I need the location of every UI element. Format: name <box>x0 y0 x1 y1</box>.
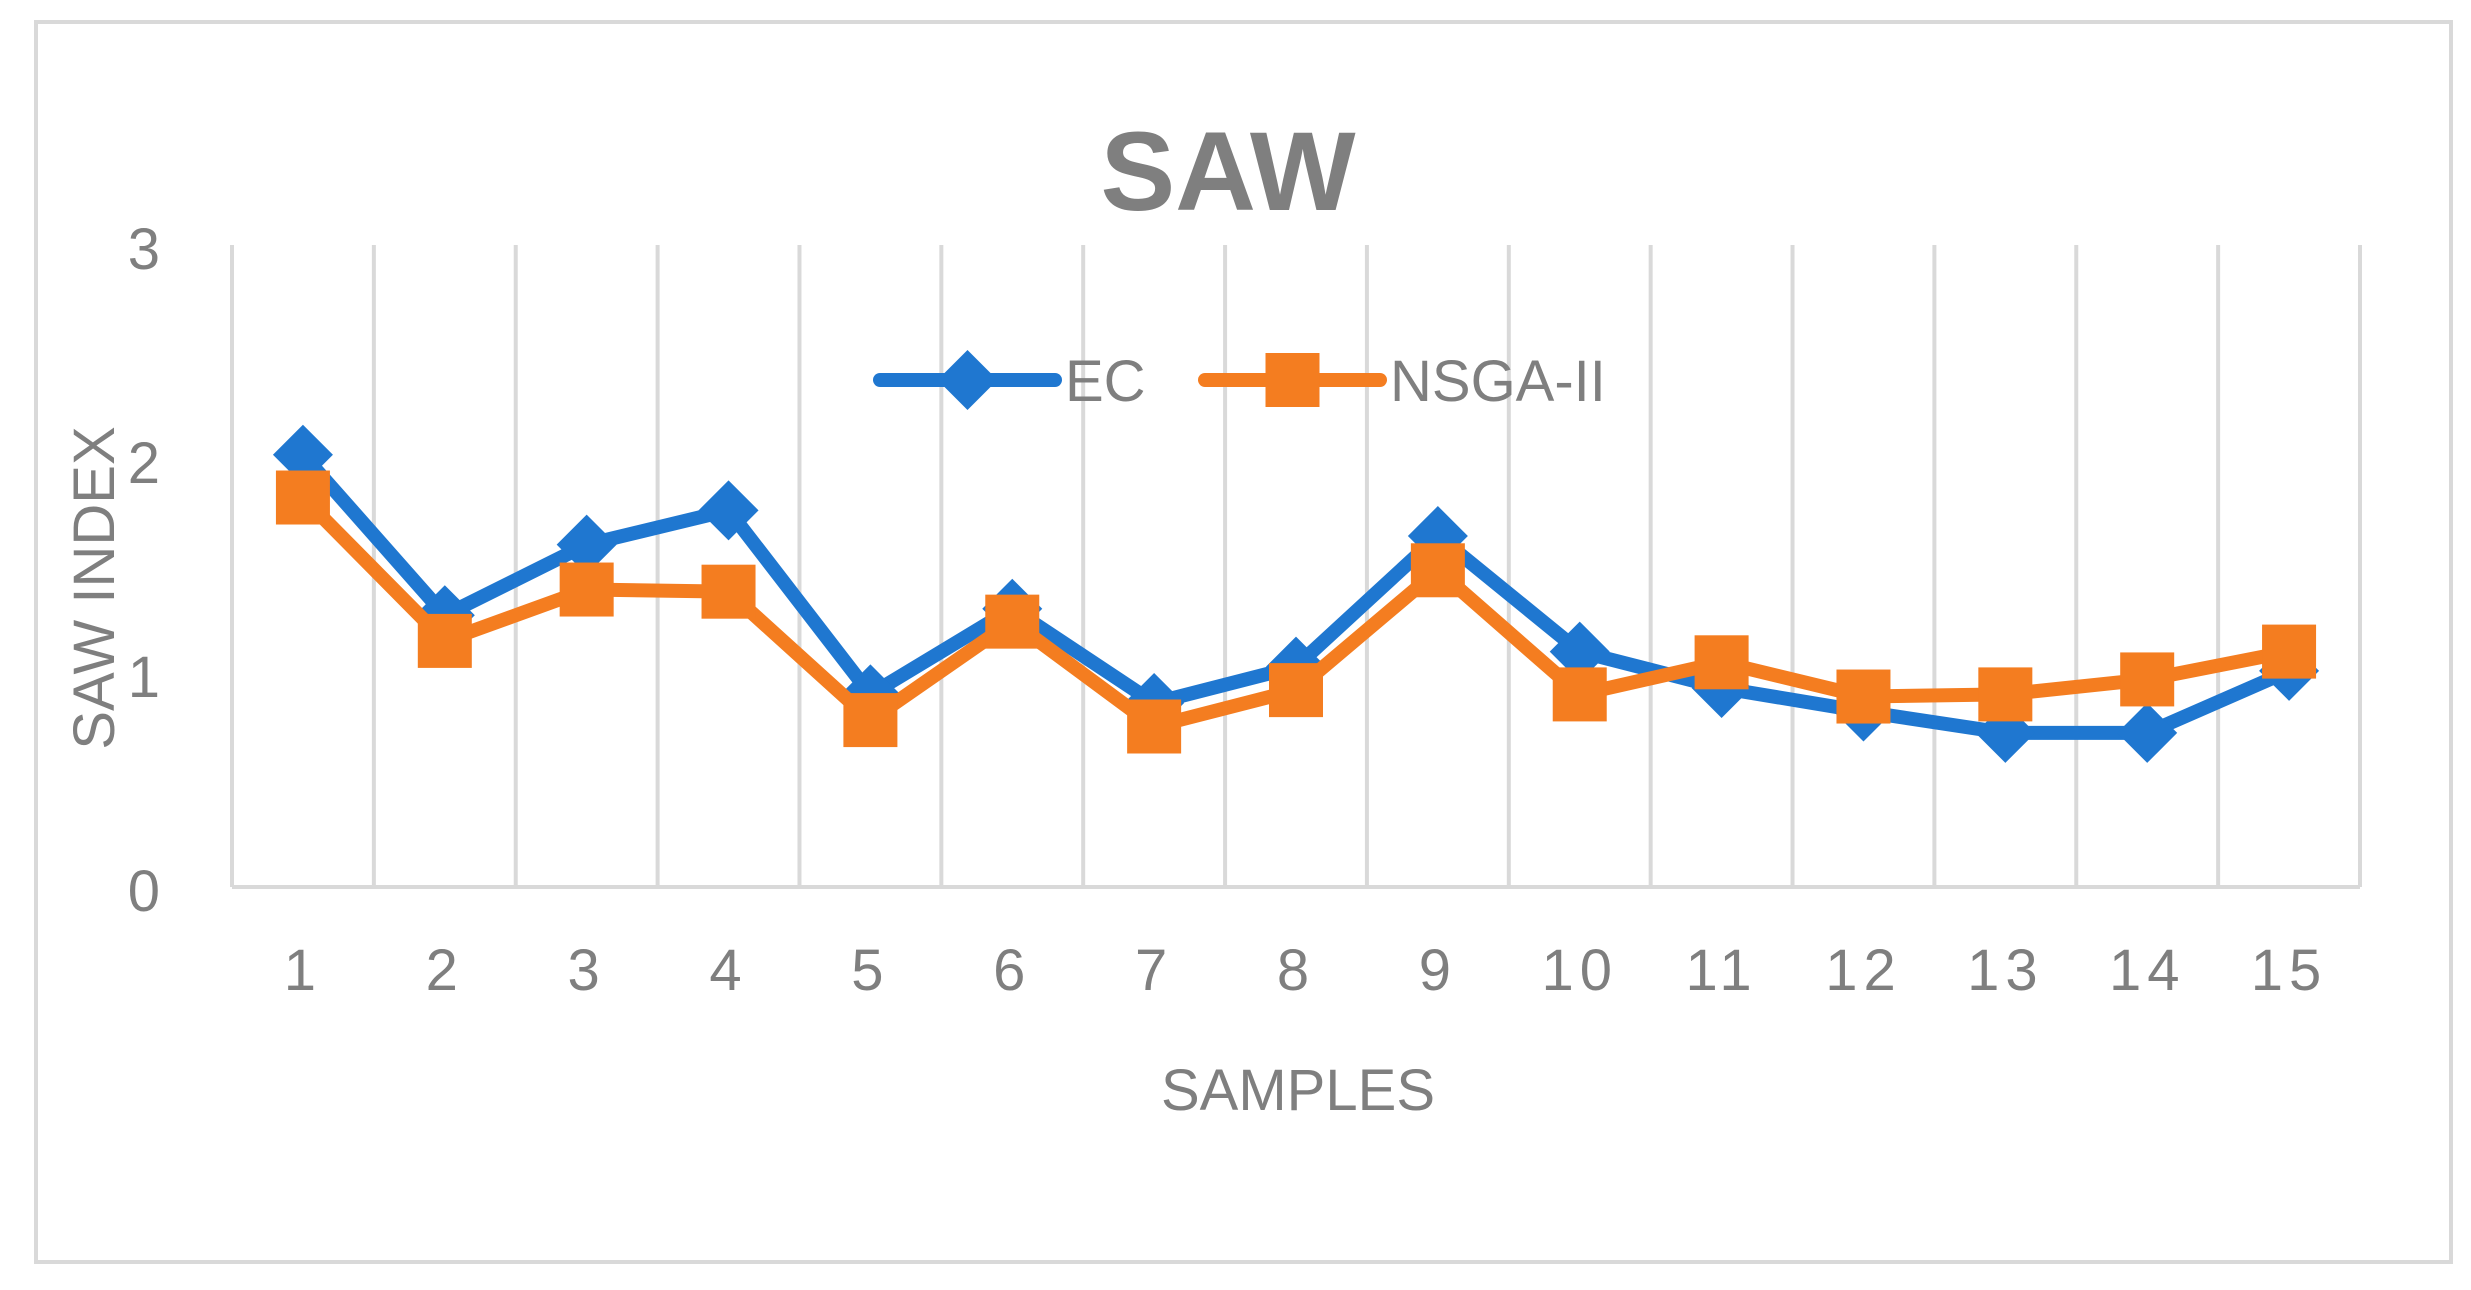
legend-label: EC <box>1065 349 1146 414</box>
legend-item: EC <box>873 349 1146 414</box>
legend: EC NSGA-II <box>873 349 1606 414</box>
data-point <box>1127 699 1182 754</box>
x-tick-label: 10 <box>1541 938 1618 1003</box>
data-point <box>1694 635 1749 690</box>
x-tick-label: 9 <box>1419 938 1457 1003</box>
x-tick-label: 15 <box>2251 938 2328 1003</box>
x-tick-label: 13 <box>1967 938 2044 1003</box>
y-tick-label: 1 <box>128 645 160 710</box>
y-tick-label: 3 <box>128 217 160 282</box>
x-tick-label: 4 <box>709 938 747 1003</box>
data-point <box>417 613 472 668</box>
data-point <box>556 514 617 575</box>
series-lines <box>272 424 2320 763</box>
data-point <box>1836 669 1891 724</box>
data-point <box>985 594 1040 649</box>
data-point <box>559 562 614 617</box>
x-tick-label: 8 <box>1277 938 1315 1003</box>
data-point <box>1549 621 1610 682</box>
data-point <box>275 470 330 525</box>
legend-marker <box>937 350 998 410</box>
x-axis-label: SAMPLES <box>1161 1058 1435 1123</box>
legend-label: NSGA-II <box>1390 349 1606 414</box>
data-point <box>2262 624 2317 679</box>
data-point <box>2120 652 2175 707</box>
x-tick-label: 2 <box>426 938 464 1003</box>
x-tick-label: 12 <box>1825 938 1902 1003</box>
legend-marker <box>1265 353 1320 407</box>
x-tick-label: 5 <box>851 938 889 1003</box>
gridlines <box>230 245 2362 887</box>
data-point <box>1552 667 1607 722</box>
x-tick-label: 14 <box>2109 938 2186 1003</box>
y-tick-label: 2 <box>128 431 160 496</box>
data-point <box>1410 543 1465 598</box>
y-tick-label: 0 <box>128 859 160 924</box>
legend-item: NSGA-II <box>1198 349 1606 414</box>
data-point <box>698 480 759 541</box>
series-nsga-ii <box>275 470 2317 754</box>
data-point <box>843 693 898 748</box>
chart-title: SAW <box>1100 109 1355 234</box>
x-tick-label: 7 <box>1135 938 1173 1003</box>
data-point <box>1269 663 1323 718</box>
data-point <box>272 424 333 485</box>
x-tick-label: 3 <box>568 938 606 1003</box>
data-point <box>1978 667 2033 722</box>
data-point <box>701 564 756 619</box>
y-axis-label: SAW INDEX <box>62 426 127 749</box>
x-tick-label: 1 <box>284 938 322 1003</box>
x-tick-label: 6 <box>993 938 1031 1003</box>
data-point <box>2117 702 2178 763</box>
x-tick-label: 11 <box>1685 938 1757 1003</box>
